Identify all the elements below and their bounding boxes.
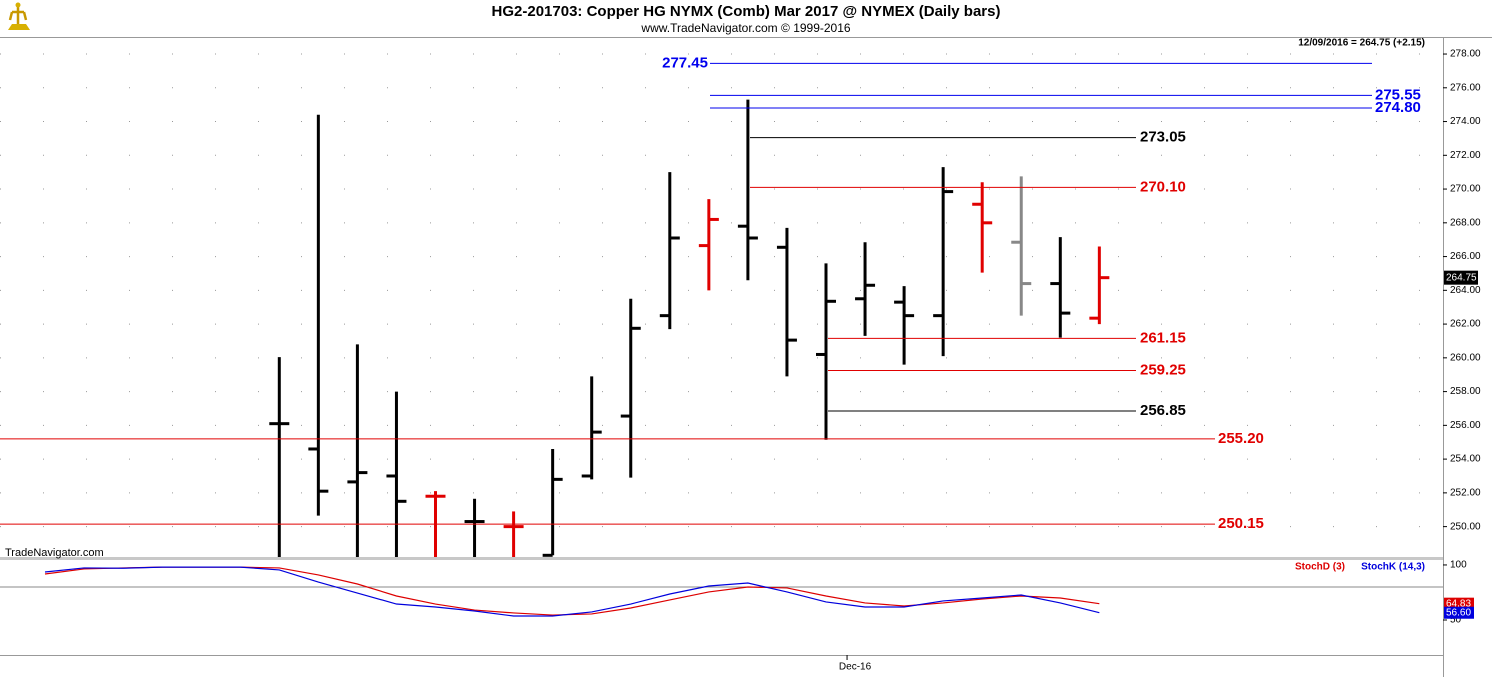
last-value-box — [1444, 597, 1474, 610]
level-label: 270.10 — [1140, 178, 1186, 195]
y-tick-label: 252.00 — [1450, 488, 1481, 499]
legend-entry: StochK (14,3) — [1361, 562, 1425, 573]
level-label: 256.85 — [1140, 402, 1186, 419]
level-label: 275.55 — [1375, 86, 1421, 103]
y-tick-label: 258.00 — [1450, 386, 1481, 397]
panel-divider — [0, 557, 1443, 560]
y-tick-label: 260.00 — [1450, 352, 1481, 363]
y-tick-label: 256.00 — [1450, 420, 1481, 431]
chart-title: HG2-201703: Copper HG NYMX (Comb) Mar 20… — [492, 3, 1001, 20]
last-info: 12/09/2016 = 264.75 (+2.15) — [1298, 38, 1425, 49]
level-label: 259.25 — [1140, 361, 1186, 378]
y-tick-label: 262.00 — [1450, 319, 1481, 330]
level-label: 261.15 — [1140, 329, 1186, 346]
level-label: 273.05 — [1140, 129, 1186, 146]
y-tick-label: 278.00 — [1450, 49, 1481, 60]
logo — [8, 2, 30, 30]
last-price-label: 264.75 — [1446, 272, 1477, 283]
price-panel — [0, 53, 1443, 557]
y-tick-label: 254.00 — [1450, 454, 1481, 465]
last-value-label: 56.60 — [1446, 607, 1471, 618]
level-label: 277.45 — [662, 54, 708, 71]
level-label: 255.20 — [1218, 430, 1264, 447]
y-tick-label: 274.00 — [1450, 116, 1481, 127]
y-tick-label: 50 — [1450, 615, 1462, 626]
level-label: 250.15 — [1218, 515, 1264, 532]
last-price-box — [1444, 270, 1478, 285]
last-value-box — [1444, 606, 1474, 619]
x-tick-label: Dec-16 — [839, 662, 872, 673]
y-tick-label: 264.00 — [1450, 285, 1481, 296]
y-tick-label: 268.00 — [1450, 217, 1481, 228]
y-tick-label: 272.00 — [1450, 150, 1481, 161]
y-tick-label: 250.00 — [1450, 521, 1481, 532]
level-label: 274.80 — [1375, 99, 1421, 116]
last-value-label: 64.83 — [1446, 598, 1471, 609]
chart-subtitle: www.TradeNavigator.com © 1999-2016 — [640, 21, 850, 35]
y-tick-label: 270.00 — [1450, 184, 1481, 195]
y-tick-label: 266.00 — [1450, 251, 1481, 262]
y-tick-label: 276.00 — [1450, 82, 1481, 93]
legend-entry: StochD (3) — [1295, 562, 1345, 573]
y-tick-label: 100 — [1450, 560, 1467, 571]
watermark: TradeNavigator.com — [5, 547, 104, 559]
stoch-line — [44, 566, 1100, 617]
